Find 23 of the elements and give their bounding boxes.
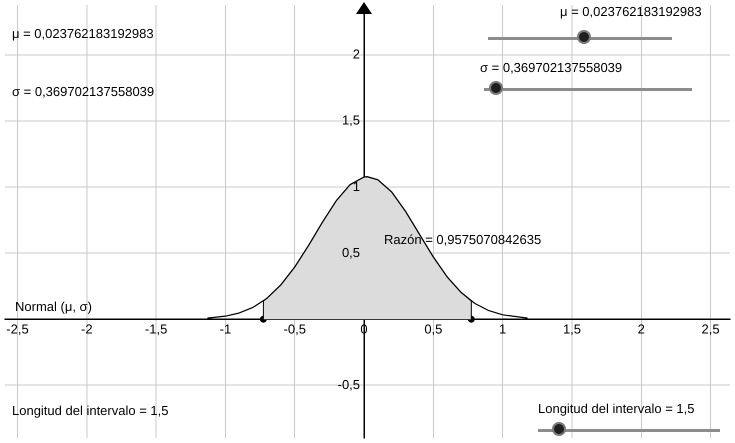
y-tick-label: 0,5 — [342, 244, 360, 260]
x-tick-label: 1 — [499, 322, 506, 337]
x-tick-label: -2,5 — [6, 322, 29, 337]
x-tick-label: 2 — [638, 322, 645, 337]
x-tick-label: -2 — [81, 322, 93, 337]
x-tick-label: -1 — [220, 322, 232, 337]
x-tick-label: 1,5 — [562, 322, 582, 337]
annotation: σ = 0,369702137558039 — [480, 60, 622, 75]
x-tick-label: 0,5 — [424, 322, 442, 337]
annotation: Longitud del intervalo = 1,5 — [538, 401, 694, 416]
y-tick-label: 2 — [352, 46, 360, 62]
annotation: Longitud del intervalo = 1,5 — [12, 403, 168, 418]
x-tick-label: 2,5 — [702, 322, 720, 337]
text: Normal (μ, σ) — [15, 299, 92, 314]
annotation: Razón = 0,9575070842635 — [384, 232, 542, 247]
x-tick-label: -1,5 — [144, 322, 168, 337]
annotation: σ = 0,369702137558039 — [12, 84, 154, 99]
annotation: μ = 0,023762183192983 — [560, 4, 702, 19]
y-tick-label: -0,5 — [338, 376, 360, 392]
y-tick-label: 1,5 — [342, 112, 360, 128]
x-tick-label: -0,5 — [284, 322, 306, 337]
y-tick-label: 1 — [352, 178, 360, 194]
annotation: μ = 0,023762183192983 — [12, 26, 154, 41]
